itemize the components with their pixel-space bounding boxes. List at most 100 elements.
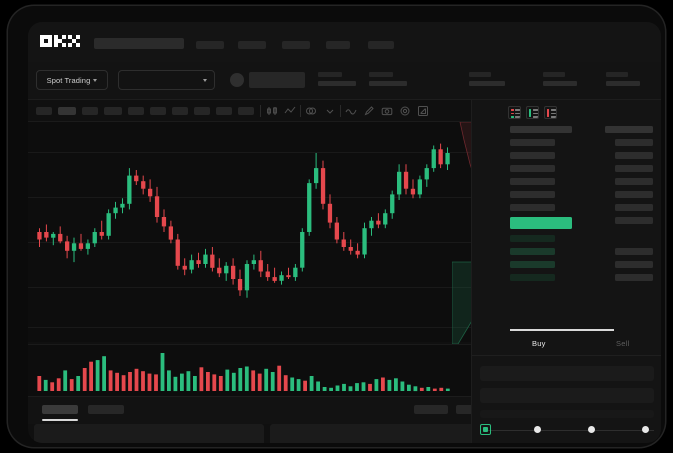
order-book-panel: Buy Sell [471, 100, 661, 443]
order-book-row[interactable] [510, 178, 555, 185]
timeframe-10[interactable] [238, 107, 254, 115]
fullscreen-icon[interactable] [417, 105, 429, 117]
tab-open-orders[interactable] [42, 405, 78, 414]
order-book-size [615, 204, 653, 211]
timeframe-5[interactable] [128, 107, 144, 115]
order-book-row[interactable] [510, 165, 555, 172]
mode-both-icon[interactable] [508, 106, 521, 119]
device-screen: Spot Trading [28, 22, 661, 443]
nav-item-4[interactable] [326, 41, 350, 49]
bottom-action-1[interactable] [414, 405, 448, 414]
timeframe-3[interactable] [82, 107, 98, 115]
pencil-icon[interactable] [363, 105, 375, 117]
order-book-row[interactable] [510, 204, 555, 211]
toolbar-divider [260, 105, 261, 117]
mode-bids-only-icon[interactable] [526, 106, 539, 119]
stepper-node-1[interactable] [480, 424, 491, 435]
chevron-down-icon [93, 78, 98, 82]
order-book-size [615, 152, 653, 159]
order-book-size [615, 165, 653, 172]
chart-gridline [28, 242, 471, 243]
order-book-row[interactable] [510, 126, 572, 133]
order-book-display-modes [508, 106, 557, 119]
timeframe-4[interactable] [104, 107, 122, 115]
stepper-node-3[interactable] [588, 426, 595, 433]
order-book-size [605, 126, 653, 133]
stepper-node-4[interactable] [642, 426, 649, 433]
order-book-row[interactable] [510, 248, 555, 255]
tab-order-history[interactable] [88, 405, 124, 414]
timeframe-8[interactable] [194, 107, 210, 115]
timeframe-9[interactable] [216, 107, 232, 115]
stat-block-5 [606, 72, 640, 86]
chart-gridline [28, 197, 471, 198]
chart-gridline [28, 287, 471, 288]
order-book-row[interactable] [510, 235, 555, 242]
instrument-bar: Spot Trading [28, 62, 661, 100]
last-price-row[interactable] [510, 217, 572, 229]
stepper-node-2[interactable] [534, 426, 541, 433]
gear-icon[interactable] [399, 105, 411, 117]
assets-panel[interactable] [270, 424, 496, 443]
order-book-size [615, 178, 653, 185]
timeframe-1[interactable] [36, 107, 52, 115]
order-book-row[interactable] [510, 274, 555, 281]
active-tab-indicator [42, 419, 78, 421]
order-total-field[interactable] [480, 410, 654, 418]
order-book-size [615, 191, 653, 198]
bottom-panel-row [28, 424, 661, 443]
stat-block-4 [543, 72, 577, 86]
indicators-icon[interactable] [284, 105, 296, 117]
last-price-value [249, 72, 305, 88]
stat-block-1 [318, 72, 356, 86]
order-book-row[interactable] [510, 191, 555, 198]
mode-asks-only-icon[interactable] [544, 106, 557, 119]
okx-logo[interactable] [40, 35, 80, 47]
orders-tab-bar [28, 396, 490, 424]
nav-item-3[interactable] [282, 41, 310, 49]
timeframe-2[interactable] [58, 107, 76, 115]
chart-gridline [28, 152, 471, 153]
chart-toolbar [28, 100, 471, 122]
order-book-size [615, 274, 653, 281]
search-input[interactable] [94, 38, 184, 49]
chevron-down-icon [203, 79, 207, 82]
order-book-size [615, 139, 653, 146]
market-type-label: Spot Trading [46, 75, 91, 85]
stat-block-2 [369, 72, 407, 86]
market-type-selector[interactable]: Spot Trading [36, 70, 108, 90]
volume-series [37, 353, 450, 392]
timeframe-6[interactable] [150, 107, 166, 115]
stepper-track [486, 429, 654, 431]
order-book-rows [472, 126, 661, 321]
order-amount-field[interactable] [480, 388, 654, 403]
line-chart-icon[interactable] [345, 105, 357, 117]
tab-sell[interactable]: Sell [616, 339, 630, 348]
compare-icon[interactable] [305, 105, 317, 117]
toolbar-divider [300, 105, 301, 117]
timeframe-7[interactable] [172, 107, 188, 115]
chevron-down-icon[interactable] [324, 105, 336, 117]
candlestick-icon[interactable] [266, 105, 278, 117]
active-tab-indicator [510, 329, 614, 331]
coin-avatar [230, 73, 244, 87]
order-stepper [480, 422, 654, 438]
positions-panel[interactable] [34, 424, 264, 443]
toolbar-divider [340, 105, 341, 117]
order-price-field[interactable] [480, 366, 654, 381]
camera-icon[interactable] [381, 105, 393, 117]
device-frame: Spot Trading [8, 6, 665, 447]
nav-item-5[interactable] [368, 41, 394, 49]
order-book-row[interactable] [510, 152, 555, 159]
stat-block-3 [469, 72, 505, 86]
nav-item-1[interactable] [196, 41, 224, 49]
tab-buy[interactable]: Buy [532, 339, 546, 348]
order-book-row[interactable] [510, 261, 555, 268]
nav-item-2[interactable] [238, 41, 266, 49]
price-chart[interactable] [28, 122, 471, 342]
order-book-row[interactable] [510, 139, 555, 146]
top-header [28, 22, 661, 62]
order-book-size [615, 217, 653, 224]
order-book-size [615, 261, 653, 268]
pair-selector[interactable] [118, 70, 215, 90]
